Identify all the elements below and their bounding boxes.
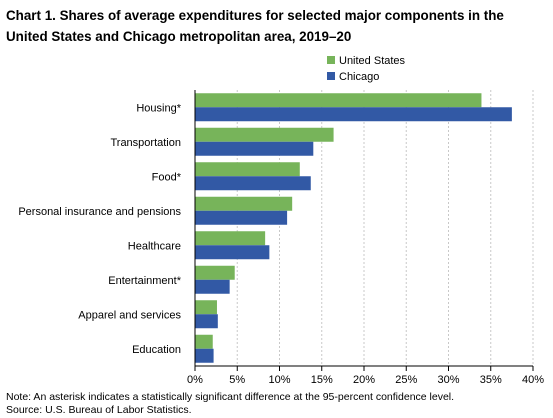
x-tick-label: 40% [522, 374, 544, 386]
x-tick-label: 25% [395, 374, 417, 386]
bar-chicago [195, 107, 512, 122]
bar-united-states [195, 127, 334, 142]
bar-united-states [195, 334, 213, 349]
category-label: Entertainment* [108, 275, 181, 287]
x-tick-label: 15% [311, 374, 333, 386]
bar-chicago [195, 210, 288, 225]
category-label: Education [132, 344, 181, 356]
bar-chicago [195, 348, 214, 363]
category-label: Healthcare [128, 240, 181, 252]
legend-swatch [327, 56, 335, 64]
bar-united-states [195, 162, 300, 177]
chart-title: Chart 1. Shares of average expenditures … [6, 8, 504, 44]
legend-label: United States [339, 55, 406, 67]
category-label: Food* [152, 171, 182, 183]
bar-chicago [195, 245, 270, 260]
category-label: Transportation [110, 137, 181, 149]
bar-united-states [195, 93, 482, 108]
x-tick-label: 10% [268, 374, 290, 386]
chart-source: Source: U.S. Bureau of Labor Statistics. [6, 404, 192, 416]
legend-swatch [327, 72, 335, 80]
bar-chicago [195, 141, 314, 156]
category-label: Personal insurance and pensions [18, 206, 181, 218]
bar-chicago [195, 176, 311, 191]
chart-note: Note: An asterisk indicates a statistica… [6, 391, 455, 403]
x-tick-label: 5% [229, 374, 245, 386]
x-tick-label: 0% [187, 374, 203, 386]
x-tick-label: 30% [437, 374, 459, 386]
bar-chicago [195, 314, 218, 329]
bar-united-states [195, 231, 266, 246]
legend-label: Chicago [339, 71, 379, 83]
bar-united-states [195, 196, 293, 211]
category-label: Housing* [136, 102, 181, 114]
bar-chicago [195, 279, 230, 294]
bar-united-states [195, 300, 217, 315]
x-tick-label: 35% [480, 374, 502, 386]
x-tick-label: 20% [353, 374, 375, 386]
category-label: Apparel and services [78, 309, 181, 321]
bar-united-states [195, 265, 235, 280]
